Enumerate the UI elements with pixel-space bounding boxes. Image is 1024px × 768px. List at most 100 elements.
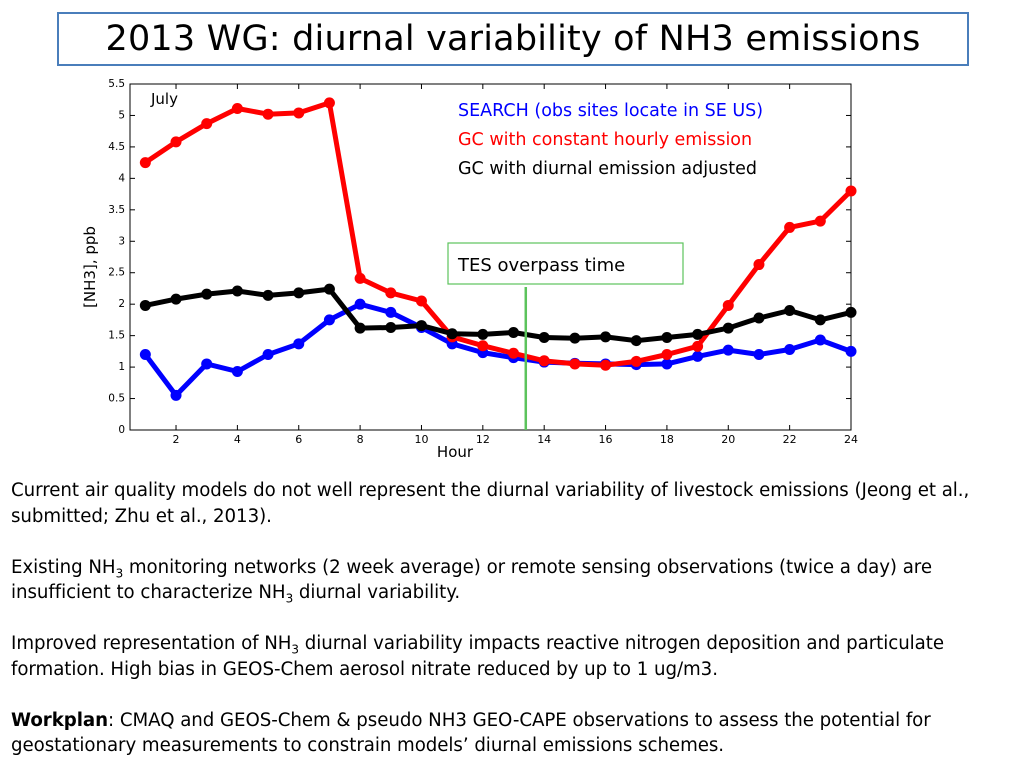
series-1-point bbox=[262, 349, 274, 361]
paragraph-impacts-text-a: Improved representation of NH bbox=[11, 633, 292, 654]
series-2-point bbox=[354, 272, 366, 284]
series-1-point bbox=[722, 344, 734, 356]
series-3-point bbox=[661, 332, 673, 344]
series-3-point bbox=[845, 306, 857, 318]
series-3-point bbox=[538, 332, 550, 344]
series-3-point bbox=[722, 322, 734, 334]
x-tick-label: 2 bbox=[173, 433, 180, 446]
series-1-point bbox=[661, 358, 673, 370]
x-tick-label: 8 bbox=[357, 433, 364, 446]
paragraph-workplan: Workplan: CMAQ and GEOS-Chem & pseudo NH… bbox=[11, 708, 1016, 759]
x-tick-label: 4 bbox=[234, 433, 241, 446]
y-tick-label: 5 bbox=[118, 109, 125, 121]
series-2-point bbox=[538, 355, 550, 367]
paragraph-networks-text-b: monitoring networks (2 week average) or … bbox=[11, 556, 932, 604]
y-tick-label: 1 bbox=[118, 361, 125, 373]
legend-entry-3: GC with diurnal emission adjusted bbox=[458, 159, 757, 179]
x-tick-label: 20 bbox=[721, 433, 735, 446]
subscript-3: 3 bbox=[291, 642, 300, 657]
series-3-point bbox=[753, 312, 765, 324]
series-3-point bbox=[139, 299, 151, 311]
legend-entry-2: GC with constant hourly emission bbox=[458, 130, 752, 150]
series-2-point bbox=[814, 215, 826, 227]
series-2-point bbox=[600, 359, 612, 371]
series-2-point bbox=[293, 107, 305, 119]
series-3-point bbox=[477, 328, 489, 340]
series-3-point bbox=[814, 314, 826, 326]
y-tick-label: 2.5 bbox=[108, 267, 125, 279]
y-tick-label: 4.5 bbox=[108, 141, 125, 153]
workplan-label: Workplan bbox=[11, 709, 109, 731]
y-tick-label: 0 bbox=[118, 424, 125, 436]
paragraph-models: Current air quality models do not well r… bbox=[11, 478, 1016, 529]
series-2-point bbox=[415, 295, 427, 307]
y-tick-label: 2 bbox=[118, 298, 125, 310]
month-annotation: July bbox=[150, 90, 178, 108]
series-1-point bbox=[692, 350, 704, 362]
series-2-point bbox=[508, 347, 520, 359]
series-2-point bbox=[692, 340, 704, 352]
series-1-point bbox=[385, 306, 397, 318]
legend-entry-1: SEARCH (obs sites locate in SE US) bbox=[458, 101, 763, 121]
series-2-point bbox=[170, 136, 182, 148]
subscript-3: 3 bbox=[285, 591, 294, 606]
series-2-point bbox=[630, 355, 642, 367]
series-3-point bbox=[293, 287, 305, 299]
series-2-point bbox=[231, 103, 243, 115]
paragraph-impacts-text-b: diurnal variability impacts reactive nit… bbox=[11, 633, 944, 680]
x-tick-label: 18 bbox=[660, 433, 674, 446]
series-3-point bbox=[692, 328, 704, 340]
series-2-point bbox=[477, 340, 489, 352]
series-3-point bbox=[323, 283, 335, 295]
series-2-point bbox=[323, 97, 335, 109]
plot-frame bbox=[129, 83, 852, 431]
overpass-label: TES overpass time bbox=[457, 255, 625, 276]
y-tick-label: 5.5 bbox=[108, 78, 125, 90]
series-3-point bbox=[385, 321, 397, 333]
series-3-point bbox=[630, 335, 642, 347]
series-line-3 bbox=[142, 286, 854, 344]
series-1-point bbox=[845, 345, 857, 357]
series-2-point bbox=[385, 287, 397, 299]
series-1-point bbox=[814, 334, 826, 346]
series-1-point bbox=[293, 338, 305, 350]
series-2-point bbox=[139, 157, 151, 169]
series-1-point bbox=[354, 298, 366, 310]
series-3-point bbox=[508, 326, 520, 338]
series-2-point bbox=[784, 221, 796, 233]
x-tick-label: 22 bbox=[783, 433, 797, 446]
series-2-point bbox=[753, 259, 765, 271]
series-2-point bbox=[722, 299, 734, 311]
series-1-point bbox=[323, 314, 335, 326]
nh3-diurnal-line-chart: 00.511.522.533.544.555.52 4 6 8 10 12 14 16 18 20… bbox=[81, 78, 858, 461]
overpass-label-box bbox=[447, 242, 684, 285]
title-box: 2013 WG: diurnal variability of NH3 emis… bbox=[57, 12, 969, 66]
series-3-point bbox=[262, 289, 274, 301]
y-tick-label: 4 bbox=[118, 172, 125, 184]
y-tick-label: 0.5 bbox=[108, 393, 125, 405]
series-2-point bbox=[201, 118, 213, 130]
x-tick-label: 12 bbox=[476, 433, 490, 446]
series-1-point bbox=[231, 365, 243, 377]
x-tick-label: 10 bbox=[414, 433, 428, 446]
subscript-3: 3 bbox=[115, 566, 124, 581]
series-1-point bbox=[784, 343, 796, 355]
series-2-point bbox=[845, 185, 857, 197]
series-1-point bbox=[753, 349, 765, 361]
y-tick-label: 3 bbox=[118, 235, 125, 247]
y-tick-label: 1.5 bbox=[108, 330, 125, 342]
x-tick-label: 14 bbox=[537, 433, 551, 446]
series-1-point bbox=[139, 349, 151, 361]
paragraph-networks: Existing NH3 monitoring networks (2 week… bbox=[11, 555, 1016, 606]
paragraph-networks-text-c: diurnal variability. bbox=[293, 582, 461, 603]
series-1-point bbox=[170, 389, 182, 401]
series-3-point bbox=[170, 293, 182, 305]
slide-title: 2013 WG: diurnal variability of NH3 emis… bbox=[105, 19, 921, 59]
series-1-point bbox=[201, 358, 213, 370]
series-3-point bbox=[600, 331, 612, 343]
paragraph-networks-text-a: Existing NH bbox=[11, 556, 116, 578]
y-axis-label: [NH3], ppb bbox=[81, 226, 99, 308]
paragraph-impacts: Improved representation of NH3 diurnal v… bbox=[11, 631, 1016, 682]
series-3-point bbox=[784, 304, 796, 316]
series-3-point bbox=[354, 322, 366, 334]
